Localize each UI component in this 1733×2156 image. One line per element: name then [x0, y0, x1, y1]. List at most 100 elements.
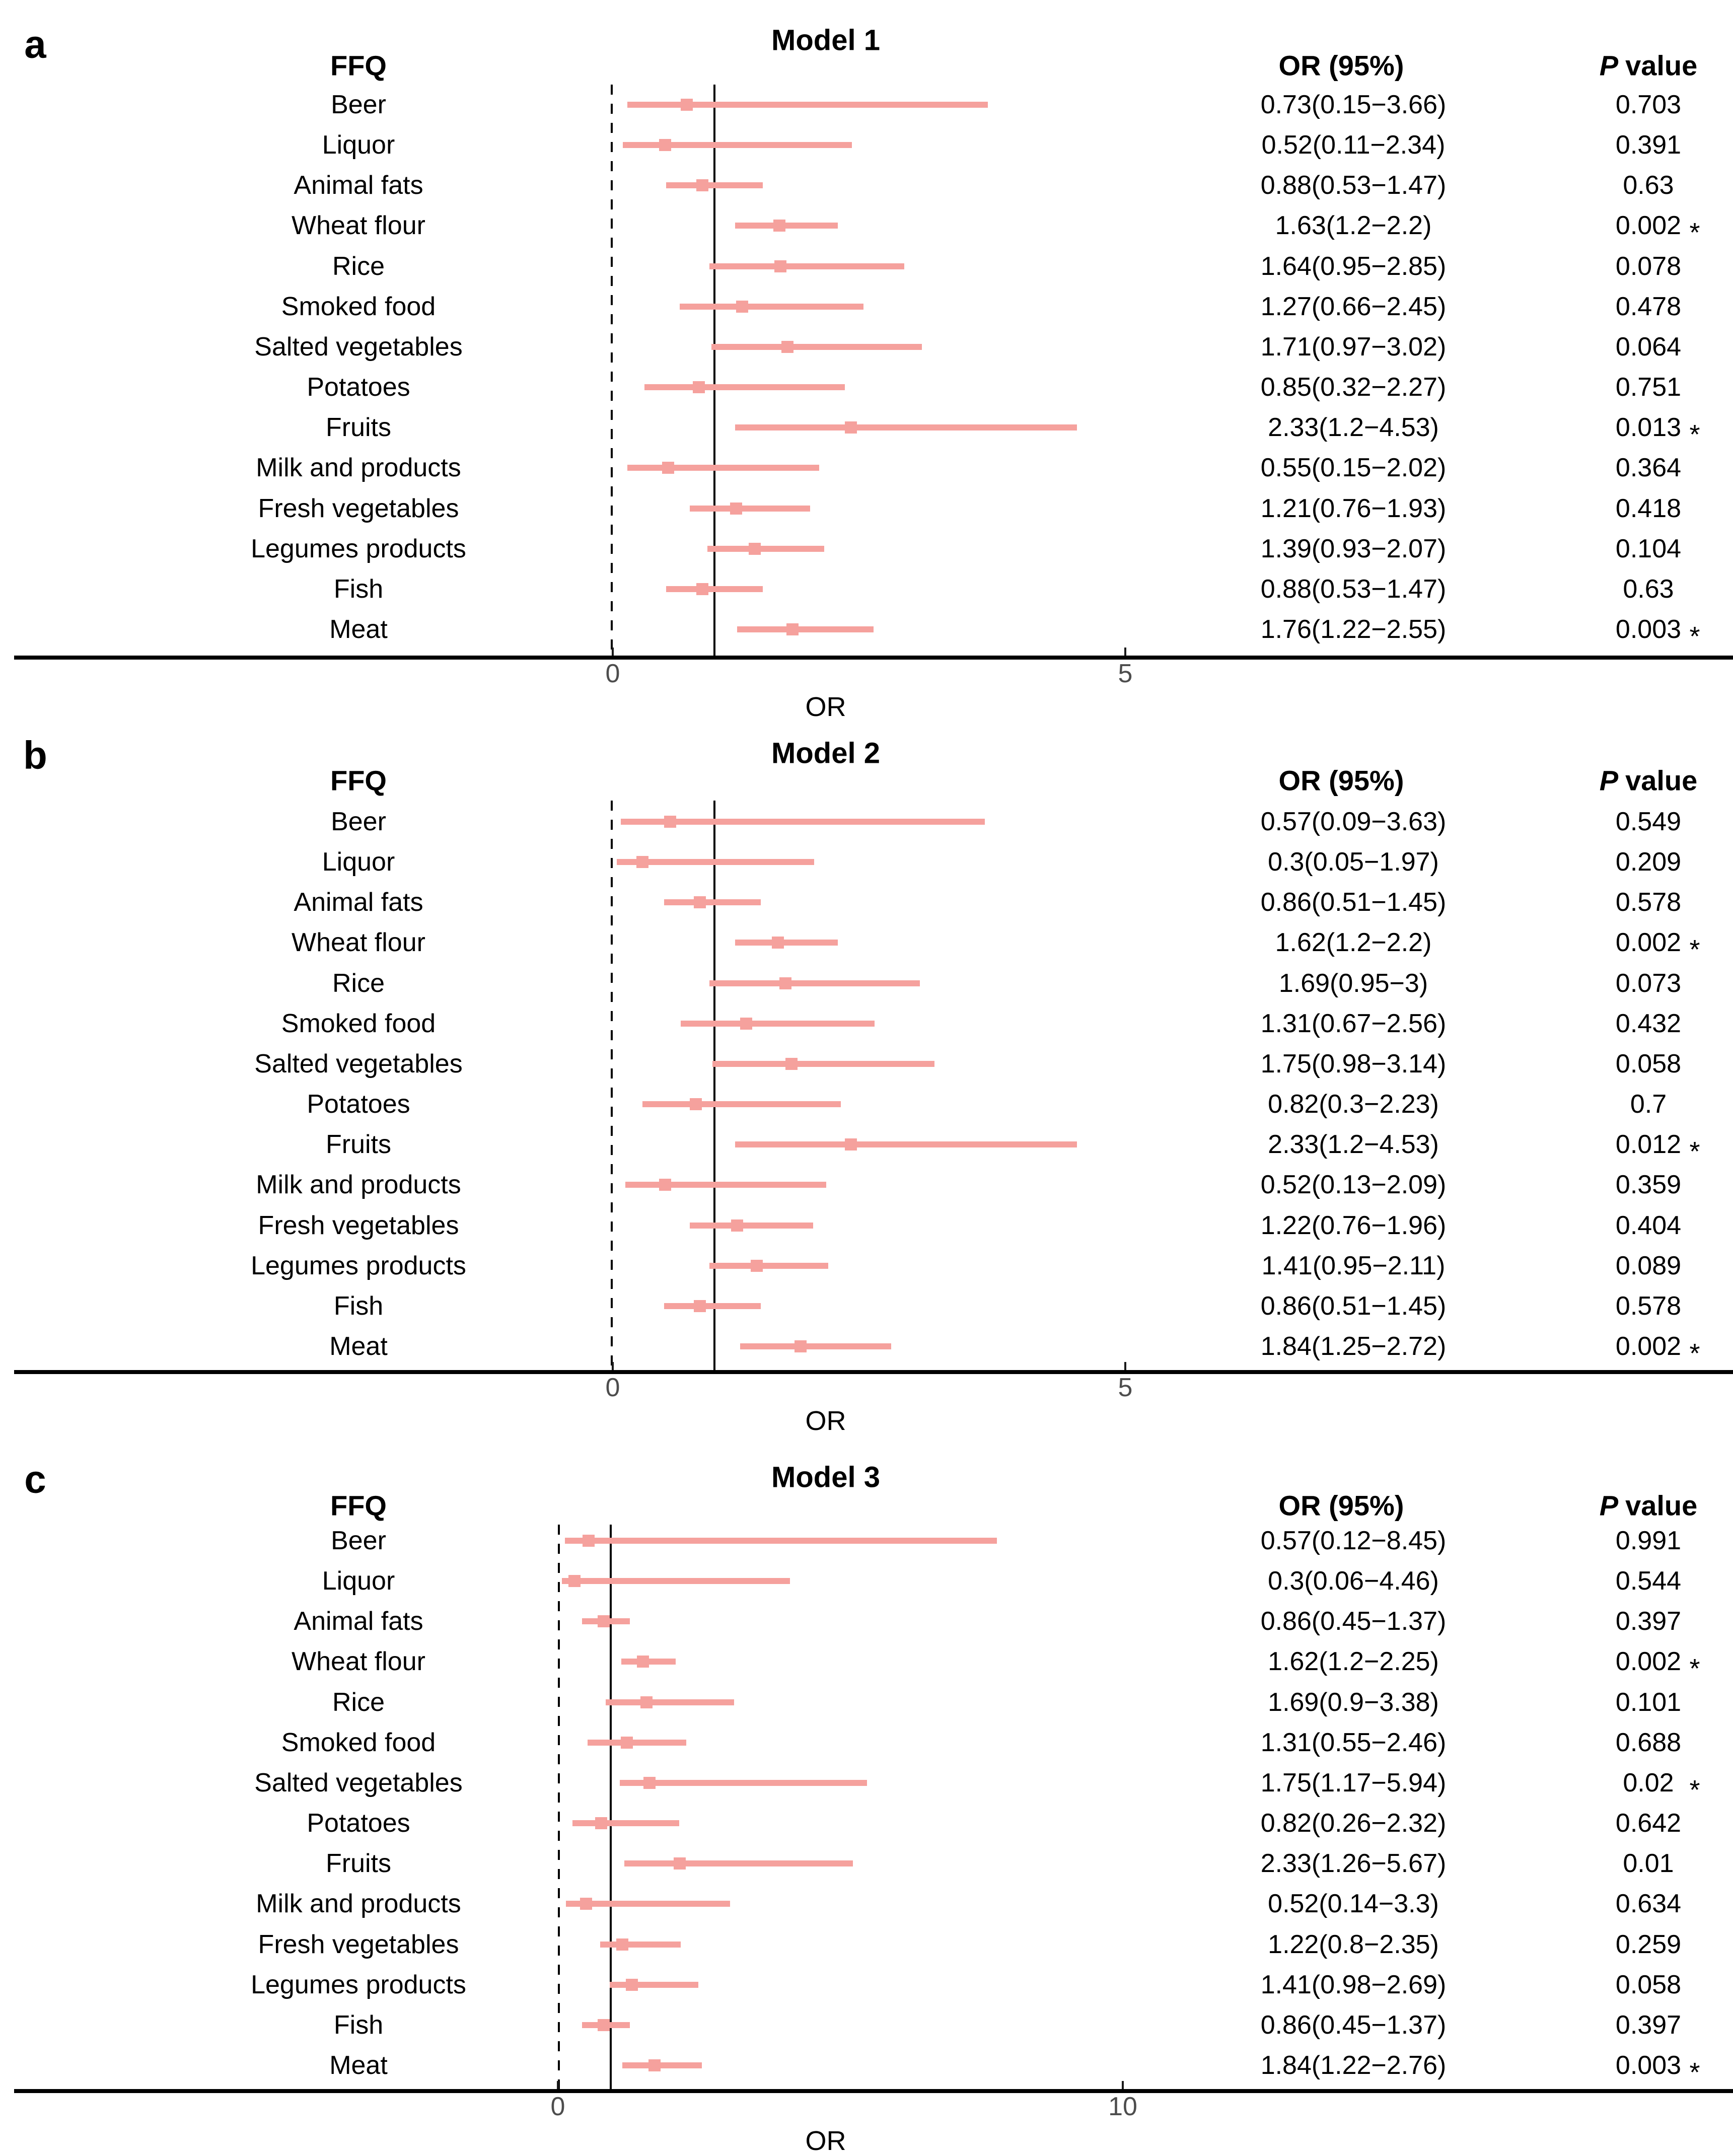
row-label: Fruits — [326, 1849, 391, 1879]
or-point-marker — [730, 502, 742, 515]
or-point-marker — [736, 300, 749, 313]
row-label: Fresh vegetables — [258, 1210, 459, 1240]
row-label: Smoked food — [281, 292, 436, 321]
ci-line — [709, 980, 920, 986]
ci-line — [642, 1101, 841, 1108]
ci-line — [562, 1578, 790, 1585]
or-point-marker — [636, 1656, 649, 1668]
x-tick-label: 0 — [605, 659, 620, 688]
row-label: Meat — [329, 2050, 388, 2080]
ci-line — [609, 1981, 699, 1988]
significance-asterisk: * — [1689, 621, 1700, 652]
row-label: Animal fats — [294, 1607, 423, 1636]
column-header-ffq: FFQ — [330, 764, 387, 797]
or-point-marker — [568, 1575, 581, 1588]
or-ci-value: 0.52(0.11−2.34) — [1261, 130, 1446, 160]
row-label: Milk and products — [256, 1889, 461, 1919]
x-axis-title: OR — [805, 2126, 846, 2156]
or-point-marker — [582, 1535, 595, 1547]
or-ci-value: 2.33(1.2−4.53) — [1268, 1130, 1439, 1160]
column-header-or: OR (95%) — [1278, 1489, 1404, 1522]
row-label: Potatoes — [307, 1809, 410, 1838]
column-header-or: OR (95%) — [1278, 49, 1404, 82]
ci-line — [625, 1182, 827, 1188]
or-point-marker — [845, 421, 857, 434]
row-label: Fruits — [326, 413, 391, 443]
ci-line — [664, 1303, 761, 1309]
p-value: 0.364 — [1615, 453, 1682, 483]
p-value: 0.058 — [1615, 1049, 1682, 1079]
ci-line — [666, 586, 763, 592]
x-axis-tick — [1124, 1362, 1126, 1370]
x-tick-label: 10 — [1108, 2092, 1137, 2121]
p-value: 0.003 — [1615, 2050, 1682, 2080]
x-axis-line — [14, 2089, 1733, 2093]
or-ci-value: 1.71(0.97−3.02) — [1260, 332, 1447, 362]
or-point-marker — [636, 856, 649, 869]
or-ci-value: 2.33(1.26−5.67) — [1260, 1849, 1447, 1879]
ci-line — [690, 505, 810, 512]
or-ci-value: 1.27(0.66−2.45) — [1260, 292, 1447, 321]
row-label: Wheat flour — [292, 928, 425, 958]
reference-line-one-solid — [713, 85, 715, 656]
p-value: 0.397 — [1615, 2010, 1682, 2040]
or-ci-value: 1.69(0.9−3.38) — [1268, 1687, 1439, 1717]
or-ci-value: 0.57(0.09−3.63) — [1260, 807, 1447, 836]
or-ci-value: 0.82(0.3−2.23) — [1268, 1090, 1439, 1119]
x-axis-line — [14, 656, 1733, 660]
or-ci-value: 0.88(0.53−1.47) — [1260, 171, 1447, 200]
significance-asterisk: * — [1689, 218, 1700, 248]
ci-line — [735, 424, 1077, 431]
ci-line — [627, 102, 988, 108]
p-value: 0.359 — [1615, 1170, 1682, 1200]
or-ci-value: 0.86(0.51−1.45) — [1260, 888, 1447, 917]
ci-line — [623, 142, 852, 149]
row-label: Fish — [333, 2010, 384, 2040]
row-label: Fish — [333, 574, 384, 604]
p-value: 0.012 — [1615, 1130, 1682, 1160]
p-italic: P — [1599, 764, 1619, 797]
ci-line — [690, 1222, 813, 1229]
or-ci-value: 0.52(0.13−2.09) — [1260, 1170, 1447, 1200]
panel-title: Model 3 — [771, 1461, 880, 1494]
x-tick-label: 0 — [550, 2092, 565, 2121]
x-axis-title: OR — [805, 692, 846, 722]
ci-line — [572, 1820, 679, 1827]
p-rest: value — [1625, 764, 1698, 797]
or-point-marker — [659, 1179, 672, 1191]
ci-line — [587, 1739, 687, 1746]
row-label: Beer — [331, 90, 386, 119]
p-value: 0.688 — [1615, 1728, 1682, 1757]
or-point-marker — [696, 179, 708, 192]
row-label: Wheat flour — [292, 211, 425, 241]
row-label: Milk and products — [256, 1170, 461, 1200]
p-value: 0.7 — [1630, 1090, 1667, 1119]
ci-line — [566, 1901, 730, 1907]
p-value: 0.642 — [1615, 1809, 1682, 1838]
or-point-marker — [643, 1776, 656, 1789]
or-point-marker — [673, 1857, 686, 1870]
or-ci-value: 1.31(0.55−2.46) — [1260, 1728, 1447, 1757]
ci-line — [735, 1141, 1077, 1148]
p-value: 0.003 — [1615, 614, 1682, 644]
or-ci-value: 0.3(0.05−1.97) — [1268, 847, 1439, 877]
or-point-marker — [694, 1300, 706, 1312]
significance-asterisk: * — [1689, 935, 1700, 965]
p-rest: value — [1625, 49, 1698, 82]
row-label: Potatoes — [307, 373, 410, 402]
ci-line — [619, 1779, 867, 1786]
row-label: Fresh vegetables — [258, 1929, 459, 1959]
ci-line — [712, 1060, 934, 1067]
ci-line — [709, 263, 905, 269]
or-ci-value: 2.33(1.2−4.53) — [1268, 413, 1439, 443]
ci-line — [679, 303, 863, 310]
panel-letter: a — [24, 22, 46, 66]
or-ci-value: 0.86(0.51−1.45) — [1260, 1291, 1447, 1321]
p-value: 0.751 — [1615, 373, 1682, 402]
ci-line — [707, 545, 825, 552]
or-point-marker — [740, 1017, 753, 1030]
row-label: Legumes products — [251, 1970, 466, 1999]
row-label: Meat — [329, 614, 388, 644]
or-point-marker — [773, 220, 785, 232]
